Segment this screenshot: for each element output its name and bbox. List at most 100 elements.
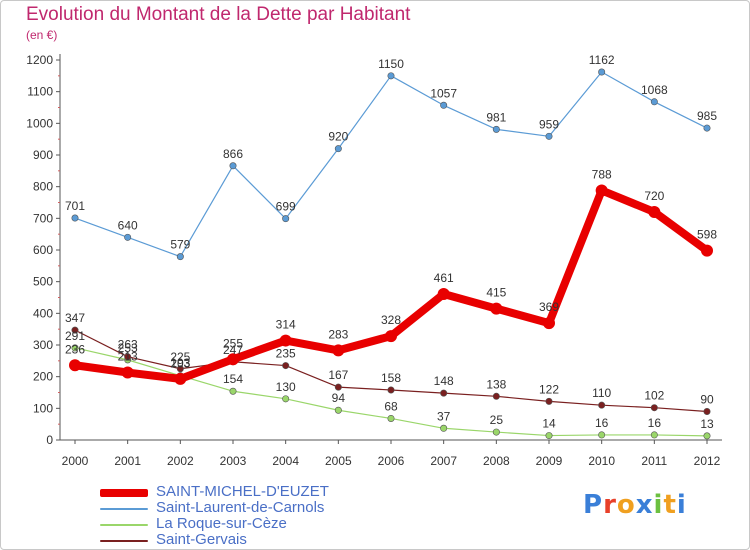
x-tick-label: 2001 — [114, 454, 141, 468]
logo-letter: i — [676, 490, 687, 520]
data-label-la-roque-sur-ceze: 13 — [700, 417, 714, 431]
x-tick-label: 2007 — [430, 454, 457, 468]
data-label-saint-michel-d-euzet: 314 — [276, 318, 296, 332]
data-point-la-roque-sur-ceze — [545, 432, 553, 440]
x-tick-label: 2011 — [641, 454, 667, 468]
data-point-saint-gervais — [282, 362, 290, 370]
logo-letter: o — [616, 490, 636, 520]
data-point-saint-laurent-de-carnols — [598, 68, 606, 76]
data-label-saint-gervais: 148 — [434, 374, 454, 388]
data-label-saint-gervais: 102 — [644, 389, 664, 403]
data-label-la-roque-sur-ceze: 25 — [490, 413, 504, 427]
legend-label: Saint-Laurent-de-Carnols — [156, 499, 325, 516]
data-label-saint-gervais: 347 — [65, 311, 85, 325]
data-label-saint-gervais: 225 — [170, 350, 190, 364]
data-point-saint-gervais — [703, 407, 711, 415]
data-label-saint-michel-d-euzet: 193 — [170, 356, 190, 370]
data-point-saint-michel-d-euzet — [595, 184, 608, 197]
data-label-saint-gervais: 167 — [328, 368, 348, 382]
data-point-saint-michel-d-euzet — [648, 206, 661, 218]
data-point-saint-gervais — [440, 389, 448, 397]
x-tick-label: 2010 — [588, 454, 615, 468]
x-tick-label: 2005 — [325, 454, 352, 468]
data-point-la-roque-sur-ceze — [703, 432, 711, 440]
x-tick-label: 2006 — [378, 454, 405, 468]
legend-swatch — [100, 524, 148, 526]
data-point-saint-gervais — [387, 386, 395, 394]
data-point-saint-michel-d-euzet — [121, 366, 134, 379]
data-point-saint-gervais — [598, 401, 606, 409]
data-label-saint-gervais: 263 — [118, 338, 138, 352]
data-label-la-roque-sur-ceze: 203 — [170, 357, 190, 371]
y-tick-label: 0 — [46, 433, 53, 447]
data-label-saint-michel-d-euzet: 369 — [539, 300, 559, 314]
y-tick-label: 700 — [33, 211, 53, 225]
legend-swatch — [100, 540, 148, 542]
chart-subtitle: (en €) — [26, 28, 58, 42]
data-label-saint-gervais: 158 — [381, 371, 401, 385]
data-label-la-roque-sur-ceze: 37 — [437, 409, 451, 423]
data-label-saint-michel-d-euzet: 283 — [328, 327, 348, 341]
data-point-saint-michel-d-euzet — [437, 288, 450, 301]
data-label-la-roque-sur-ceze: 16 — [595, 416, 609, 430]
legend-swatch — [100, 489, 148, 497]
data-point-saint-laurent-de-carnols — [176, 253, 184, 261]
y-tick-label: 1000 — [26, 116, 53, 130]
data-label-saint-michel-d-euzet: 788 — [592, 167, 612, 181]
y-tick-label: 400 — [33, 306, 53, 320]
x-tick-label: 2012 — [694, 454, 721, 468]
data-point-saint-laurent-de-carnols — [440, 101, 448, 109]
data-point-la-roque-sur-ceze — [282, 395, 290, 403]
data-label-la-roque-sur-ceze: 253 — [118, 341, 138, 355]
data-label-saint-laurent-de-carnols: 579 — [170, 238, 190, 252]
legend-swatch — [100, 508, 148, 510]
data-point-saint-laurent-de-carnols — [282, 215, 290, 223]
data-label-saint-michel-d-euzet: 255 — [223, 336, 243, 350]
y-tick-label: 600 — [33, 243, 53, 257]
data-point-saint-michel-d-euzet — [227, 353, 239, 366]
data-label-saint-michel-d-euzet: 213 — [118, 350, 138, 364]
data-point-saint-laurent-de-carnols — [334, 145, 342, 153]
data-point-saint-michel-d-euzet — [385, 330, 397, 343]
data-label-saint-gervais: 122 — [539, 382, 559, 396]
x-tick-label: 2009 — [536, 454, 563, 468]
y-tick-label: 100 — [33, 401, 53, 415]
data-label-la-roque-sur-ceze: 14 — [542, 417, 556, 431]
data-label-la-roque-sur-ceze: 154 — [223, 372, 243, 386]
data-label-saint-laurent-de-carnols: 959 — [539, 117, 559, 131]
data-point-la-roque-sur-ceze — [334, 406, 342, 414]
data-point-saint-michel-d-euzet — [543, 317, 555, 330]
data-label-saint-laurent-de-carnols: 1150 — [378, 57, 404, 71]
data-point-la-roque-sur-ceze — [440, 424, 448, 432]
data-point-saint-gervais — [650, 404, 658, 412]
data-labels-layer: 701 640 579 866 699 920 1150 1057 981 959 1162 1068… — [65, 53, 717, 431]
data-label-saint-laurent-de-carnols: 701 — [65, 199, 85, 213]
series-line-saint-laurent-de-carnols — [74, 71, 708, 258]
x-tick-label: 2003 — [220, 454, 247, 468]
data-label-saint-laurent-de-carnols: 981 — [486, 110, 506, 124]
data-label-saint-laurent-de-carnols: 920 — [328, 130, 348, 144]
data-label-saint-laurent-de-carnols: 640 — [118, 218, 138, 232]
data-label-saint-gervais: 90 — [700, 393, 714, 407]
data-point-saint-michel-d-euzet — [332, 344, 345, 357]
y-tick-label: 200 — [33, 370, 53, 384]
data-label-la-roque-sur-ceze: 291 — [65, 329, 85, 343]
data-label-saint-gervais: 235 — [276, 347, 296, 361]
data-point-saint-laurent-de-carnols — [703, 124, 711, 132]
data-point-saint-laurent-de-carnols — [650, 98, 658, 106]
y-tick-label: 1100 — [27, 85, 53, 99]
y-tick-label: 1200 — [26, 53, 53, 67]
data-point-saint-gervais — [124, 353, 132, 361]
data-label-saint-michel-d-euzet: 598 — [697, 228, 717, 242]
data-point-saint-gervais — [492, 392, 500, 400]
y-tick-label: 300 — [33, 338, 53, 352]
data-label-la-roque-sur-ceze: 16 — [648, 416, 662, 430]
data-point-saint-laurent-de-carnols — [229, 162, 237, 170]
chart-axes: 0 100 200 300 400 500 600 700 800 900 1000 1100 1200… — [26, 53, 722, 468]
data-label-saint-michel-d-euzet: 328 — [381, 313, 401, 327]
data-point-saint-michel-d-euzet — [279, 334, 292, 347]
data-point-la-roque-sur-ceze — [598, 431, 606, 439]
data-point-saint-michel-d-euzet — [174, 372, 187, 385]
data-label-saint-gervais: 247 — [223, 343, 243, 357]
legend-label: La Roque-sur-Cèze — [156, 515, 287, 532]
